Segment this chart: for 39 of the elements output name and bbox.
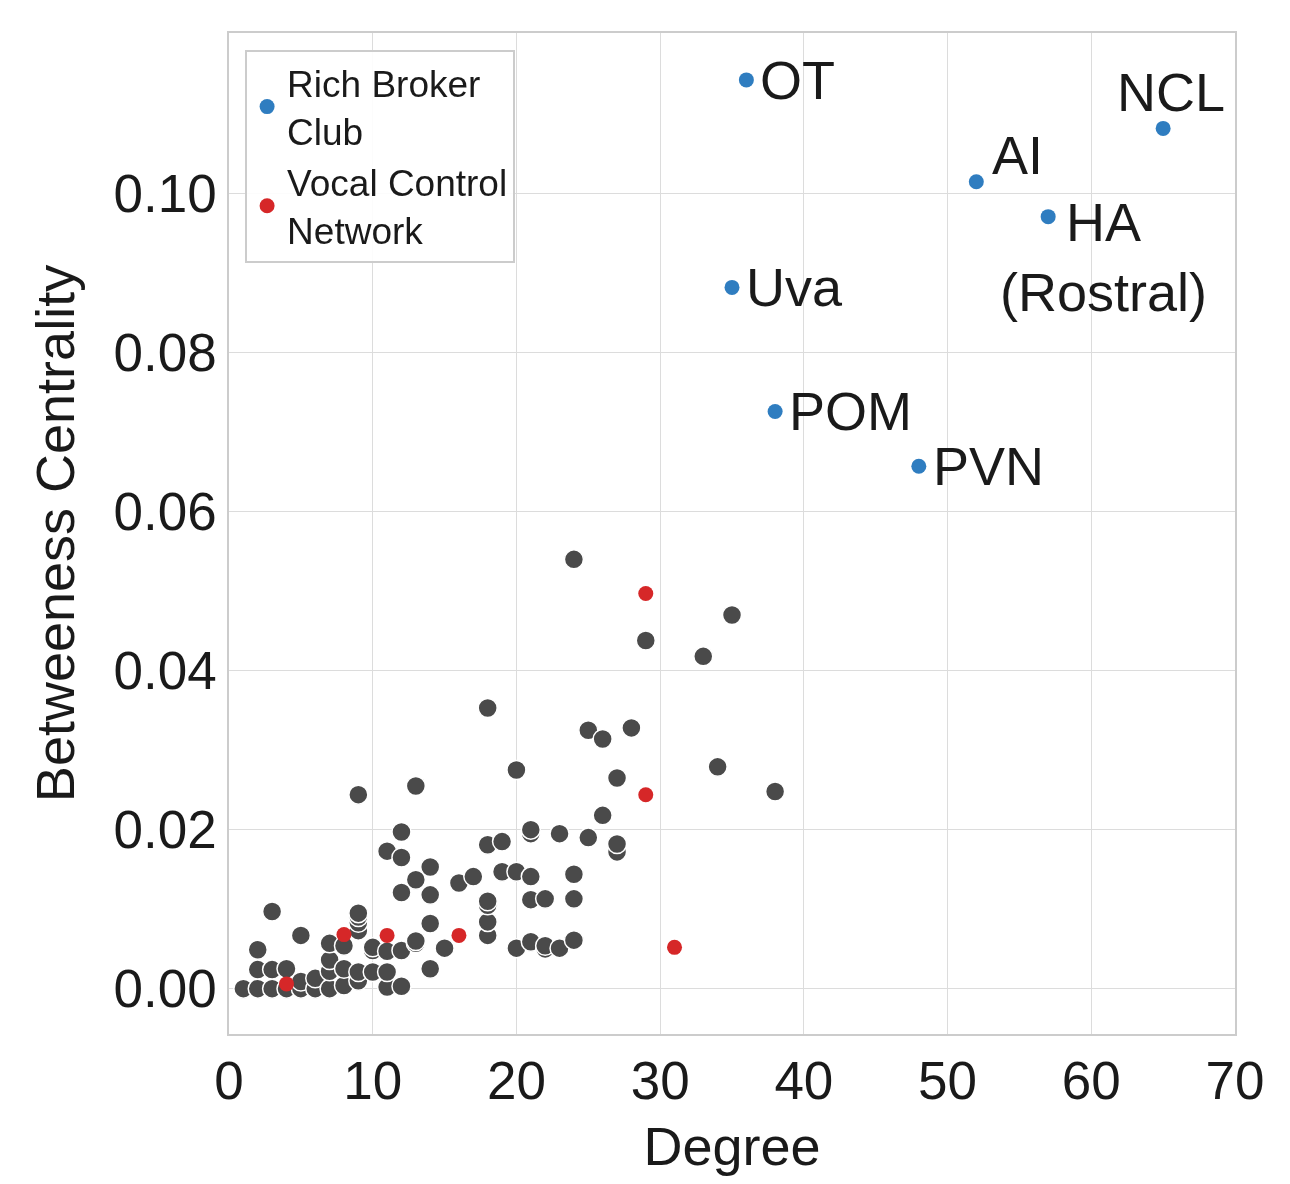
- point: [379, 927, 395, 943]
- point: [724, 279, 740, 295]
- annotation: Uva: [746, 257, 843, 317]
- y-axis-title: Betweeness Centrality: [24, 264, 85, 803]
- point: [451, 927, 467, 943]
- point: [667, 939, 683, 955]
- point: [767, 403, 783, 419]
- point: [1155, 120, 1171, 136]
- y-tick-label: 0.04: [113, 641, 217, 701]
- y-tick-label: 0.00: [113, 959, 217, 1019]
- annotation: NCL: [1117, 62, 1226, 122]
- legend-label: Rich Broker Club: [287, 64, 481, 154]
- point: [968, 174, 984, 190]
- x-tick-label: 0: [214, 1051, 244, 1111]
- x-tick-label: 70: [1205, 1051, 1265, 1111]
- y-tick-label: 0.10: [113, 164, 217, 224]
- y-tick-label: 0.06: [113, 482, 217, 542]
- annotation: OT: [760, 50, 835, 110]
- x-tick-label: 40: [774, 1051, 834, 1111]
- point: [1040, 209, 1056, 225]
- point: [911, 458, 927, 474]
- legend-label: Vocal Control Network: [287, 163, 508, 253]
- annotation: POM: [789, 381, 913, 441]
- x-axis-title: Degree: [643, 1116, 821, 1177]
- point: [738, 72, 754, 88]
- y-tick-label: 0.02: [113, 800, 217, 860]
- annotation: PVN: [933, 436, 1045, 496]
- point: [638, 586, 654, 602]
- x-tick-label: 50: [918, 1051, 978, 1111]
- point: [279, 976, 294, 992]
- x-tick-label: 60: [1061, 1051, 1121, 1111]
- x-tick-label: 20: [486, 1051, 546, 1111]
- point: [336, 927, 352, 943]
- point: [638, 787, 654, 803]
- annotation: HA (Rostral): [1000, 192, 1208, 323]
- x-tick-label: 30: [630, 1051, 690, 1111]
- x-tick-label: 10: [343, 1051, 403, 1111]
- y-tick-label: 0.08: [113, 323, 217, 383]
- annotation: AI: [992, 125, 1044, 185]
